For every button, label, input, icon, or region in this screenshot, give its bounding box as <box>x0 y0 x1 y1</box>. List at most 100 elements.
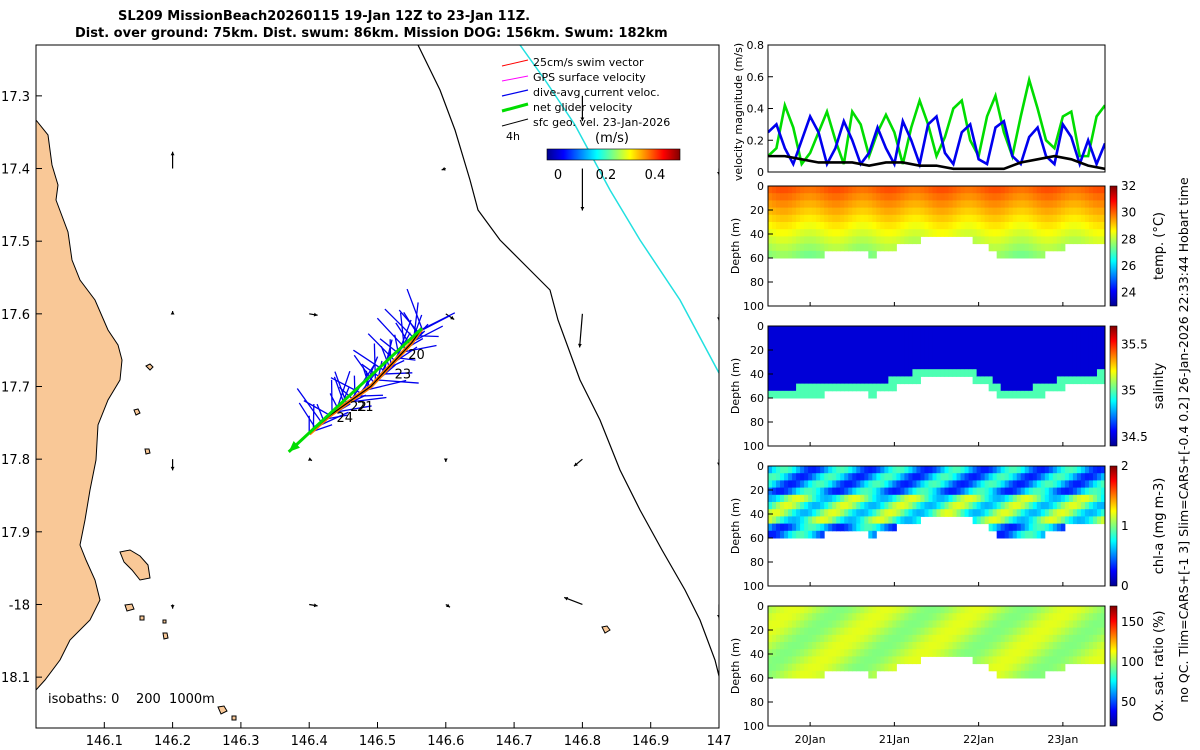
oxygen-cell <box>1100 649 1106 657</box>
chla-cell <box>884 494 889 503</box>
oxygen-cell <box>896 620 901 629</box>
salinity-cell <box>1096 326 1102 334</box>
oxygen-cell <box>804 656 809 665</box>
temperature-cell <box>1004 222 1010 230</box>
temperature-cell <box>960 229 966 237</box>
salinity-cell <box>796 326 801 334</box>
oxygen-cell <box>996 606 1002 614</box>
temperature-cell <box>892 236 897 245</box>
oxygen-cell <box>956 627 962 636</box>
chla-cell <box>1096 473 1102 481</box>
chla-cell <box>916 466 921 474</box>
temperature-cell <box>796 243 801 252</box>
oxygen-cell <box>864 663 869 672</box>
salinity-cell <box>1008 326 1014 334</box>
temperature-cell <box>864 222 869 230</box>
chla-cell <box>1008 480 1014 489</box>
oxygen-cell <box>956 634 962 643</box>
salinity-cell <box>972 340 978 349</box>
chla-cell <box>1008 516 1014 525</box>
salinity-cell <box>932 340 937 349</box>
oxygen-cell <box>864 606 869 614</box>
chla-cell <box>1004 530 1010 539</box>
oxygen-cell <box>964 613 970 621</box>
oxygen-cell <box>992 663 998 672</box>
oxygen-cell <box>916 634 921 643</box>
temperature-cell <box>920 229 925 237</box>
salinity-cell <box>920 362 925 370</box>
day-label: 23 <box>395 367 412 382</box>
chla-cell <box>812 473 817 481</box>
chla-cell <box>980 509 986 517</box>
temperature-cell <box>1044 214 1050 223</box>
chla-cell <box>932 502 937 510</box>
temperature-cell <box>844 214 849 223</box>
chla-cell <box>1096 466 1102 474</box>
chla-cell <box>860 487 865 496</box>
salinity-cell <box>1000 376 1006 385</box>
oxygen-cell <box>1052 634 1058 643</box>
salinity-cell <box>948 347 954 356</box>
map-x-tick-label: 146.7 <box>495 734 532 749</box>
salinity-cell <box>816 383 821 392</box>
temperature-cell <box>776 243 781 252</box>
oxygen-cell <box>892 627 897 636</box>
temperature-cell <box>856 236 861 245</box>
salinity-cell <box>880 362 885 370</box>
oxygen-cell <box>800 642 805 650</box>
temperature-cell <box>864 193 869 201</box>
salinity-cell <box>776 340 781 349</box>
temperature-cell <box>1036 243 1042 252</box>
oxygen-cell <box>836 642 841 650</box>
chla-cell <box>792 487 797 496</box>
oxygen-cell <box>804 613 809 621</box>
temperature-cell <box>840 200 845 209</box>
depth-tick-label: 60 <box>750 252 764 265</box>
oxygen-cell <box>868 649 873 657</box>
salinity-cell <box>1040 369 1046 377</box>
temperature-cell <box>872 207 877 216</box>
salinity-cell <box>824 383 829 392</box>
salinity-cell <box>1056 369 1062 377</box>
chla-cell <box>828 523 833 532</box>
salinity-cell <box>1048 333 1054 341</box>
chla-cell <box>1000 509 1006 517</box>
oxygen-cell <box>1032 663 1038 672</box>
salinity-cell <box>956 347 962 356</box>
salinity-cell <box>1000 369 1006 377</box>
salinity-cell <box>872 333 877 341</box>
map-y-tick-label: 17.5 <box>1 235 30 250</box>
salinity-cell <box>832 326 837 334</box>
temperature-cell <box>904 200 909 209</box>
temperature-cell <box>984 186 990 194</box>
oxygen-cell <box>1016 649 1022 657</box>
chla-cell <box>828 473 833 481</box>
oxygen-cell <box>868 670 873 679</box>
temperature-cell <box>844 222 849 230</box>
salinity-cell <box>1024 347 1030 356</box>
temperature-cell <box>924 229 929 237</box>
temperature-cell <box>868 186 873 194</box>
velocity-ylabel: velocity magnitude (m/s) <box>732 43 745 181</box>
oxygen-cell <box>880 642 885 650</box>
oxygen-cell <box>988 606 994 614</box>
salinity-cell <box>884 333 889 341</box>
oxygen-cell <box>1040 670 1046 679</box>
chla-cell <box>1092 480 1098 489</box>
oxygen-cell <box>1028 670 1034 679</box>
temperature-cell <box>1068 222 1074 230</box>
oxygen-cell <box>1020 606 1026 614</box>
chla-cell <box>792 466 797 474</box>
temperature-cell <box>828 214 833 223</box>
chla-cell <box>888 523 893 532</box>
velocity-y-tick-label: 0.6 <box>747 71 765 84</box>
chla-cell <box>1016 466 1022 474</box>
temperature-cell <box>784 207 789 216</box>
oxygen-cell <box>1080 642 1086 650</box>
salinity-cell <box>804 369 809 377</box>
temperature-cell <box>1072 222 1078 230</box>
temperature-cell <box>796 186 801 194</box>
salinity-cell <box>800 347 805 356</box>
chla-cell <box>1076 473 1082 481</box>
chla-cell <box>832 509 837 517</box>
